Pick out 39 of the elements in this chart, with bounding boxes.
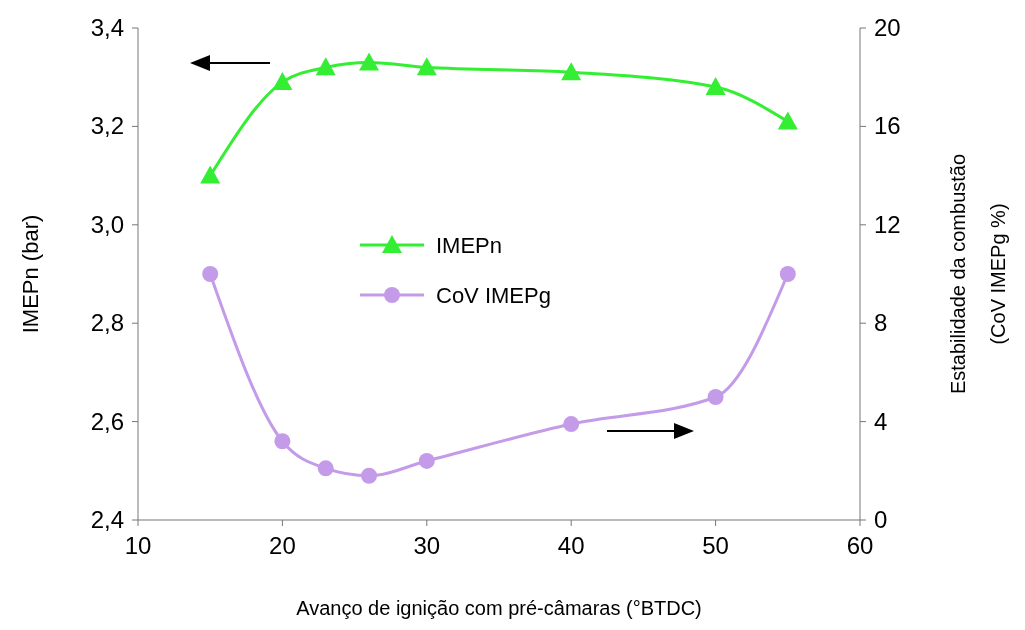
point [418, 452, 435, 469]
y-axis-title: IMEPn (bar) [18, 214, 43, 334]
y-tick-label: 3,4 [90, 14, 124, 41]
point [779, 266, 796, 282]
x-axis-title: Avanço de ignição com pré-câmaras (°BTDC) [296, 597, 702, 619]
y-tick-label: 2,8 [90, 309, 124, 337]
y2-tick-label: 8 [874, 309, 888, 337]
y2-tick-label: 4 [874, 407, 888, 435]
point [315, 57, 336, 76]
point [317, 460, 334, 477]
point [274, 433, 291, 450]
point [707, 389, 724, 405]
x-tick-label: 30 [413, 532, 441, 559]
point [359, 52, 380, 71]
y-tick-label: 2,4 [90, 506, 124, 533]
point [563, 416, 580, 433]
x-tick-label: 50 [702, 532, 729, 559]
y-tick-label: 3,2 [90, 112, 124, 140]
x-tick-label: 10 [124, 532, 152, 559]
y-tick-label: 3,0 [90, 210, 124, 238]
point [361, 467, 378, 484]
x-tick-label: 60 [846, 532, 874, 559]
y2-tick-label: 12 [874, 210, 901, 238]
x-tick-label: 40 [557, 532, 585, 559]
point [202, 266, 219, 282]
point [705, 77, 726, 96]
y2-tick-label: 16 [874, 112, 901, 140]
legend-label: CoV IMEPg [436, 283, 551, 308]
y2-axis-title: Estabilidade da combustão (CoV IMEPg %) [947, 153, 1009, 395]
point [272, 72, 293, 91]
point [416, 57, 437, 76]
x-tick-label: 20 [269, 532, 296, 559]
point [561, 62, 582, 81]
point [200, 165, 221, 184]
y-tick-label: 2,6 [90, 407, 124, 435]
point [777, 111, 798, 130]
y2-tick-label: 20 [874, 14, 901, 41]
y2-tick-label: 0 [874, 506, 888, 533]
legend-label: IMEPn [436, 233, 503, 258]
